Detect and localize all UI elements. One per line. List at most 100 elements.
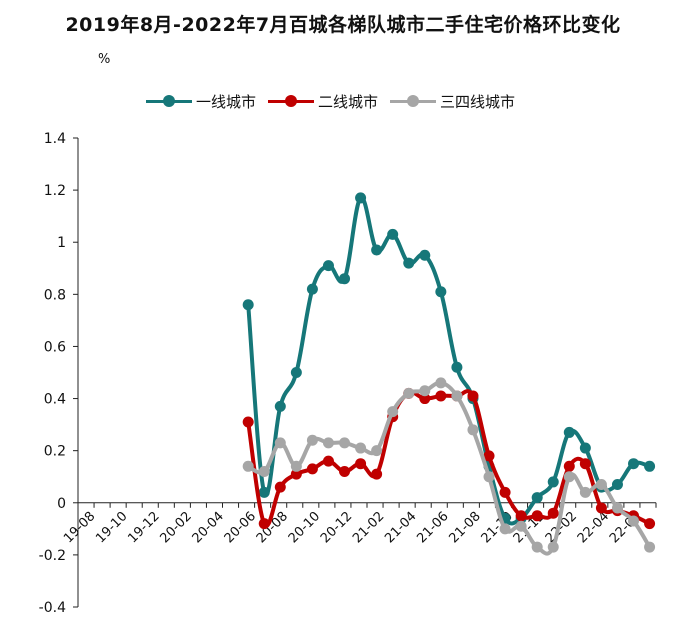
series-point-0 (403, 257, 415, 269)
series-point-2 (499, 523, 511, 535)
series-point-2 (371, 445, 383, 457)
y-tick-label: 1.4 (44, 131, 66, 147)
legend-item-tier2: 二线城市 (268, 91, 378, 112)
series-point-2 (290, 460, 302, 472)
x-tick-label: 19-08 (61, 509, 98, 546)
x-tick-label: 19-12 (125, 509, 162, 546)
y-tick-label: -0.4 (39, 600, 66, 616)
x-tick-label: 20-06 (222, 509, 259, 546)
series-point-2 (322, 437, 334, 449)
series-point-2 (644, 541, 656, 553)
y-tick-label: 1 (57, 235, 66, 251)
series-point-1 (355, 458, 367, 470)
legend-item-tier1: 一线城市 (146, 91, 256, 112)
x-tick-label: 21-04 (382, 509, 419, 546)
x-tick-label: 21-02 (350, 509, 387, 546)
series-point-0 (306, 283, 318, 295)
x-tick-label: 21-08 (446, 509, 483, 546)
series-point-0 (644, 460, 656, 472)
series-point-2 (483, 471, 495, 483)
series-point-1 (435, 390, 447, 402)
series-point-1 (290, 468, 302, 480)
series-point-2 (515, 520, 527, 532)
series-point-0 (531, 492, 543, 504)
x-tick-label: 19-10 (93, 509, 130, 546)
series-point-0 (258, 486, 270, 498)
y-tick-label: 1.2 (44, 183, 66, 199)
series-point-2 (355, 442, 367, 454)
legend-label-tier34: 三四线城市 (440, 92, 516, 111)
series-point-1 (258, 518, 270, 530)
x-tick-label: 20-04 (190, 509, 227, 546)
series-point-0 (611, 479, 623, 491)
y-tick-label: 0.2 (44, 444, 66, 460)
series-point-2 (258, 466, 270, 478)
series-point-1 (563, 460, 575, 472)
series-point-2 (595, 479, 607, 491)
series-point-1 (306, 463, 318, 475)
series-point-1 (515, 510, 527, 522)
series-point-2 (467, 424, 479, 436)
legend-swatch-tier2 (268, 94, 315, 108)
y-tick-label: 0.8 (44, 287, 66, 303)
series-point-2 (611, 502, 623, 514)
y-tick-label: -0.2 (39, 548, 66, 564)
series-point-0 (579, 442, 591, 454)
legend-item-tier34: 三四线城市 (390, 91, 515, 112)
series-point-1 (339, 466, 351, 478)
series-point-0 (419, 249, 431, 261)
series-point-1 (595, 502, 607, 514)
legend-swatch-tier1 (146, 94, 192, 108)
series-point-2 (403, 387, 415, 399)
series-point-1 (579, 458, 591, 470)
series-point-0 (547, 476, 559, 488)
chart-legend: 一线城市 二线城市 三四线城市 (146, 90, 527, 112)
series-point-1 (547, 507, 559, 519)
series-point-0 (563, 426, 575, 438)
legend-label-tier2: 二线城市 (318, 92, 379, 111)
series-point-2 (242, 460, 254, 472)
series-point-1 (644, 518, 656, 530)
x-tick-label: 20-02 (157, 509, 194, 546)
series-point-1 (322, 455, 334, 467)
series-point-2 (628, 515, 640, 527)
series-point-1 (499, 486, 511, 498)
series-point-2 (563, 471, 575, 483)
series-point-0 (387, 228, 399, 240)
series-point-0 (274, 400, 286, 412)
series-point-0 (371, 244, 383, 256)
series-point-2 (451, 390, 463, 402)
chart-title: 2019年8月-2022年7月百城各梯队城市二手住宅价格环比变化 (65, 14, 621, 36)
series-point-1 (483, 450, 495, 462)
series-point-1 (242, 416, 254, 428)
x-tick-label: 20-10 (286, 509, 323, 546)
series-point-2 (419, 385, 431, 397)
series-point-1 (419, 393, 431, 405)
series-point-1 (274, 481, 286, 493)
legend-label-tier1: 一线城市 (196, 92, 257, 111)
series-point-0 (628, 458, 640, 470)
series-point-0 (435, 286, 447, 298)
series-point-0 (339, 273, 351, 285)
x-tick-label: 21-06 (414, 509, 451, 546)
series-point-2 (435, 377, 447, 389)
y-tick-label: 0.4 (44, 392, 66, 408)
series-point-0 (355, 192, 367, 204)
series-point-2 (274, 437, 286, 449)
series-point-0 (322, 260, 334, 272)
series-point-2 (579, 486, 591, 498)
y-tick-label: 0 (57, 496, 66, 512)
y-tick-label: 0.6 (44, 339, 66, 355)
x-tick-label: 20-12 (318, 509, 355, 546)
x-tick-label: 22-04 (575, 509, 612, 546)
series-point-1 (467, 390, 479, 402)
series-point-2 (547, 541, 559, 553)
legend-swatch-tier34 (390, 94, 437, 108)
series-point-1 (371, 468, 383, 480)
series-point-0 (451, 361, 463, 373)
series-point-2 (387, 406, 399, 418)
series-point-1 (531, 510, 543, 522)
series-point-0 (242, 299, 254, 311)
series-point-2 (306, 434, 318, 446)
